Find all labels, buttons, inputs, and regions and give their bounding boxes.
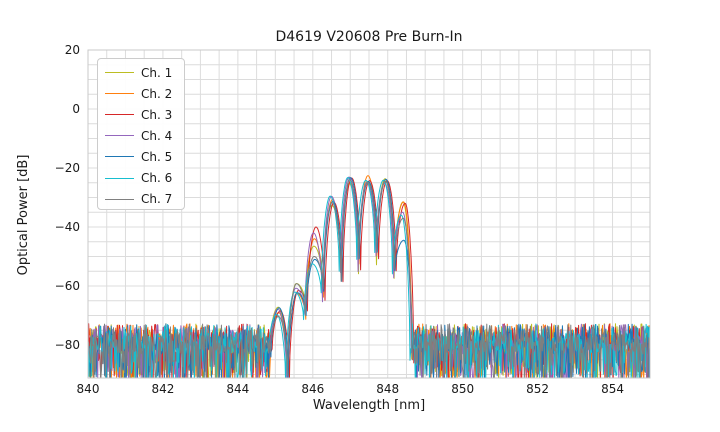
legend-item-2: Ch. 2 [105,83,184,104]
x-tick-label-844: 844 [226,382,249,396]
legend-label-6: Ch. 6 [141,171,173,186]
plot-border [87,49,651,379]
legend-swatch-1 [105,72,134,74]
x-tick-label-840: 840 [77,382,100,396]
legend: Ch. 1 Ch. 2 Ch. 3 Ch. 4 Ch. 5 Ch. 6 Ch. 7 [97,58,185,210]
y-tick-label-20: 20 [65,43,80,57]
chart-title: D4619 V20608 Pre Burn-In [275,29,463,45]
x-tick-label-842: 842 [151,382,174,396]
x-tick-label-850: 850 [451,382,474,396]
legend-swatch-7 [105,198,134,200]
legend-swatch-6 [105,177,134,179]
legend-label-5: Ch. 5 [141,149,173,164]
legend-label-7: Ch. 7 [141,192,173,207]
legend-item-5: Ch. 5 [105,146,184,167]
y-tick-label--80: −80 [55,338,80,352]
y-tick-label--60: −60 [55,279,80,293]
legend-label-4: Ch. 4 [141,128,173,143]
y-tick-label--40: −40 [55,220,80,234]
x-tick-label-846: 846 [301,382,324,396]
x-tick-label-852: 852 [526,382,549,396]
legend-item-6: Ch. 6 [105,167,184,188]
legend-swatch-4 [105,135,134,137]
legend-swatch-3 [105,114,134,116]
legend-label-1: Ch. 1 [141,65,173,80]
trace-ch-6 [88,177,650,378]
y-tick-label--20: −20 [55,161,80,175]
legend-label-2: Ch. 2 [141,86,173,101]
legend-label-3: Ch. 3 [141,107,173,122]
trace-ch-7 [88,179,650,378]
traces [88,175,650,378]
x-axis-label: Wavelength [nm] [312,398,426,413]
legend-item-7: Ch. 7 [105,189,184,210]
legend-item-4: Ch. 4 [105,125,184,146]
legend-item-1: Ch. 1 [105,62,184,83]
y-axis-label: Optical Power [dB] [16,154,31,276]
y-tick-labels: 20 0 −20 −40 −60 −80 [55,43,80,352]
x-tick-label-848: 848 [376,382,399,396]
x-tick-label-854: 854 [601,382,624,396]
legend-swatch-2 [105,93,134,95]
y-tick-label-0: 0 [72,102,80,116]
x-tick-labels: 840 842 844 846 848 850 852 854 [77,382,624,396]
legend-swatch-5 [105,156,134,158]
legend-item-3: Ch. 3 [105,104,184,125]
